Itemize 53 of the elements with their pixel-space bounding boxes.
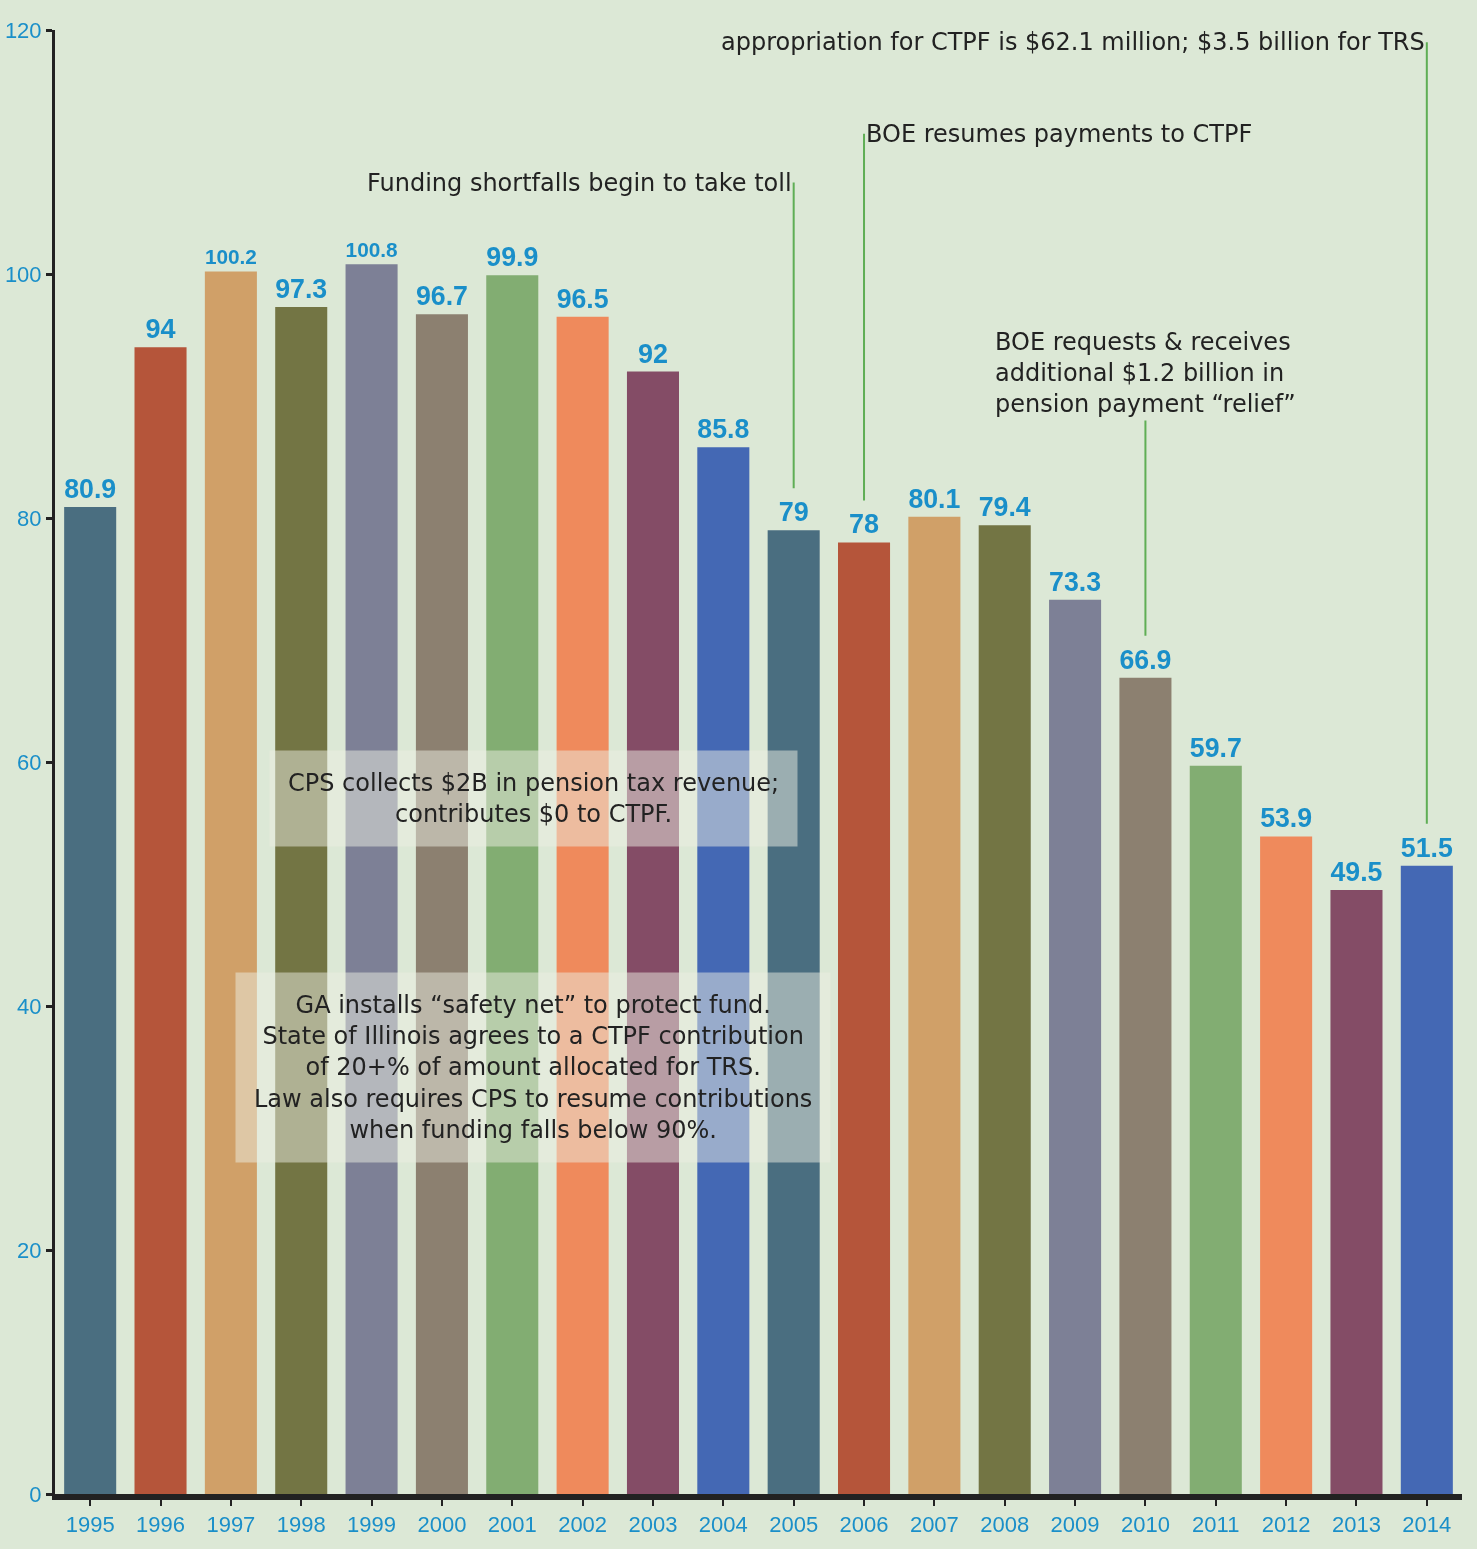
x-tick-label: 2012 <box>1261 1512 1311 1538</box>
data-label: 73.3 <box>1049 566 1102 597</box>
data-label: 66.9 <box>1119 644 1172 675</box>
y-tick-label: 80 <box>17 505 42 531</box>
y-tick-label: 20 <box>17 1237 42 1263</box>
data-label: 100.8 <box>345 237 398 261</box>
annotation: Funding shortfalls begin to take toll <box>367 169 792 197</box>
x-tick-label: 2005 <box>769 1512 819 1538</box>
x-tick-label: 1995 <box>65 1512 115 1538</box>
x-tick-label: 2002 <box>558 1512 608 1538</box>
y-tick-label: 60 <box>17 749 42 775</box>
data-label: 51.5 <box>1400 832 1453 863</box>
x-tick-label: 2000 <box>417 1512 467 1538</box>
data-label: 94 <box>145 314 176 345</box>
x-tick-label: 2011 <box>1192 1512 1240 1538</box>
x-tick-label: 2013 <box>1331 1512 1381 1538</box>
data-label: 100.2 <box>204 244 257 268</box>
y-tick-label: 100 <box>4 261 42 287</box>
x-tick-label: 1997 <box>206 1512 256 1538</box>
data-label: 85.8 <box>697 414 750 445</box>
data-label: 80.1 <box>908 483 961 514</box>
x-tick-label: 1996 <box>136 1512 186 1538</box>
x-tick-label: 2014 <box>1402 1512 1452 1538</box>
data-label: 96.5 <box>556 283 609 314</box>
data-label: 79 <box>778 497 809 528</box>
data-label: 92 <box>637 338 668 369</box>
data-label: 59.7 <box>1189 732 1242 763</box>
annotation: BOE resumes payments to CTPF <box>866 120 1253 148</box>
data-label: 99.9 <box>486 242 539 273</box>
data-label: 80.9 <box>64 474 117 505</box>
y-tick-label: 120 <box>4 17 42 43</box>
x-tick-label: 2001 <box>487 1512 537 1538</box>
x-tick-label: 2008 <box>980 1512 1030 1538</box>
data-label: 96.7 <box>415 281 468 312</box>
annotation: GA installs “safety net” to protect fund. State of Illinois agrees to a CTPF contribution of 20+% of amount allocated for TRS. Law also requires CPS to resume contributions when funding falls below 90%. <box>254 991 813 1144</box>
x-tick-label: 2009 <box>1050 1512 1100 1538</box>
x-tick-label: 2007 <box>909 1512 959 1538</box>
annotation: BOE requests & receives additional $1.2 billion in pension payment “relief” <box>995 328 1296 419</box>
y-tick-label: 40 <box>17 993 42 1019</box>
x-tick-label: 2010 <box>1120 1512 1170 1538</box>
data-label: 49.5 <box>1330 857 1383 888</box>
x-tick-label: 1999 <box>347 1512 397 1538</box>
annotation: appropriation for CTPF is $62.1 million; $3.5 billion for TRS <box>721 28 1425 56</box>
data-label: 79.4 <box>978 492 1031 523</box>
data-label: 53.9 <box>1260 803 1313 834</box>
x-tick-label: 2003 <box>628 1512 678 1538</box>
x-tick-label: 2004 <box>698 1512 748 1538</box>
data-label: 97.3 <box>275 274 328 304</box>
x-tick-label: 1998 <box>276 1512 326 1538</box>
data-label: 78 <box>849 509 880 540</box>
y-tick-label: 0 <box>29 1481 42 1507</box>
annotation: CPS collects $2B in pension tax revenue; contributes $0 to CTPF. <box>288 769 780 829</box>
x-tick-label: 2006 <box>839 1512 889 1538</box>
